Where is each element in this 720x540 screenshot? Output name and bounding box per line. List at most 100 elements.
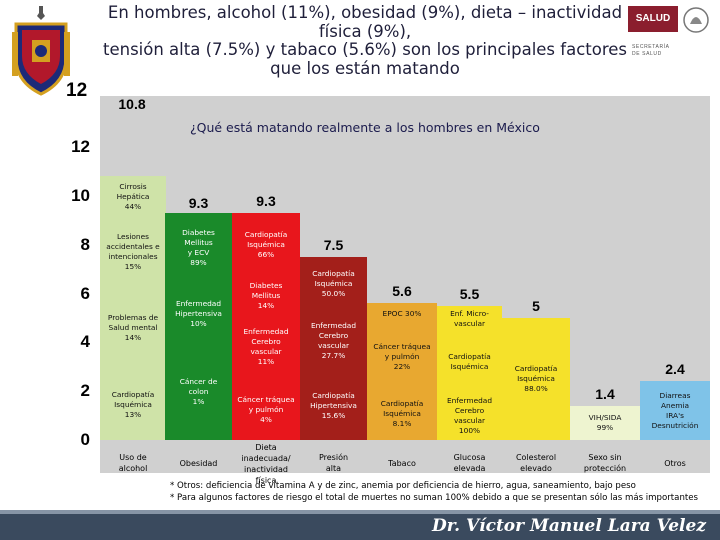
y-tick-label: 8 [80,234,90,254]
bar-segment [100,286,166,370]
bar-segment [232,379,300,440]
segment-label: Diabetes Mellitus y ECV 89% [165,228,232,268]
segment-label-line: 15% [124,262,142,272]
bar-total-label: 7.5 [323,237,344,253]
segment-label-line: 99% [596,422,614,432]
bar-segment [100,369,166,440]
category-label-line: elevado [520,464,552,473]
segment-label-line: Cerebro [454,405,485,415]
segment-label-line: Cáncer de [179,377,218,387]
segment-label-line: Enf. Micro- [450,309,489,319]
segment-label-line: vascular [453,415,486,425]
segment-label-line: Isquémica [114,399,152,409]
bar-total-label: 5.6 [392,283,412,300]
segment-label-line: Hipertensiva [175,309,222,319]
category-label-line: Dieta [255,443,277,452]
bar-segment [437,305,502,333]
segment-label-line: 44% [124,202,142,212]
bar-segment [165,213,232,284]
segment-label-line: 13% [124,409,142,419]
segment-label: Cardiopatía Isquémica 66% [232,230,300,260]
segment-label-line: 89% [190,258,207,268]
salud-logo-label: SALUD [628,6,678,32]
segment-label-line: VIH/SIDA [588,412,622,422]
segment-label-line: 22% [393,362,411,372]
category-label-line: alta [325,464,342,473]
segment-label-line: 8.1% [392,419,412,429]
category-label-line: Uso de [119,453,147,462]
title-line: física (9%), [318,21,412,41]
segment-label-line: vascular [453,319,486,329]
category-label-line: inadecuada/ [241,454,291,463]
segment-label-line: Enfermedad [446,395,493,405]
segment-label-line: 10% [190,319,207,329]
segment-label: Cáncer tráquea y pulmón 4% [232,395,300,425]
footer-stripe [0,510,720,514]
segment-label-line: Cardiopatía [380,399,424,409]
segment-label: Enfermedad Cerebro vascular 11% [232,327,300,367]
segment-label-line: accidentales e [106,242,160,252]
category-label: Uso de alcohol [100,452,166,474]
segment-label-line: colon [188,387,209,397]
segment-label-line: Diabetes [182,228,215,238]
eagle-emblem-icon [683,7,709,33]
segment-label-line: 14% [257,301,275,311]
footnote: * Otros: deficiencia de vitamina A y de … [170,481,636,491]
bar-total-label: 9.3 [256,193,276,210]
segment-label-line: Salud mental [108,322,158,332]
category-label-line: alcohol [118,464,148,473]
slide-title: En hombres, alcohol (11%), obesidad (9%)… [100,3,630,78]
segment-label: Diabetes Mellitus 14% [232,281,300,311]
category-label: Tabaco [367,458,437,469]
bar-segment [367,303,437,326]
bar-segment [300,310,367,372]
bar-segment [437,332,502,392]
segment-label-line: Cerebro [318,331,349,341]
segment-label-line: Cerebro [251,337,281,347]
segment-label-line: 66% [257,249,275,259]
segment-label-line: Isquémica [314,278,353,288]
category-label: Obesidad [165,458,232,469]
segment-label-line: Cardiopatía [312,268,355,278]
bar-total-label: 5.5 [459,285,480,302]
bar-segment [100,217,166,287]
segment-label: Cirrosis Hepática 44% [100,182,166,212]
segment-label: Problemas de Salud mental 14% [100,313,166,343]
bar-segment [232,276,300,316]
salud-logo: SALUD SECRETARÍA DE SALUD [628,6,712,62]
category-label-line: Presión [318,453,349,462]
category-label-line: Sexo sin [588,453,622,462]
segment-label: Diarreas Anemia IRA's Desnutrición [640,391,710,431]
y-tick-label: 12 [71,137,90,157]
segment-label-line: Isquémica [383,409,421,419]
segment-label-line: 1% [192,397,205,407]
segment-label-line: Isquémica [450,361,489,371]
bar-segment [367,325,437,389]
segment-label: Lesiones accidentales e intencionales 15% [100,232,166,272]
salud-logo-subtitle: SECRETARÍA DE SALUD [632,44,670,57]
segment-label-line: 100% [458,425,481,435]
bar-segment [232,315,300,379]
segment-label-line: Enfermedad [175,299,222,309]
bar-segment [165,344,232,440]
segment-label: Enfermedad Hipertensiva 10% [165,299,232,329]
segment-label-line: vascular [250,347,282,357]
segment-label-line: 4% [260,414,272,424]
category-label-line: física [255,476,277,485]
segment-label-line: Cardiopatía [244,229,288,239]
segment-label-line: vascular [317,341,350,351]
segment-label-line: 50.0% [321,288,346,298]
category-label: Otros [640,458,710,469]
bar-segment [640,381,710,440]
segment-label-line: Cardiopatía [448,351,491,361]
segment-label-line: Enfermedad [243,327,289,337]
segment-label-line: Cáncer tráquea [373,342,431,352]
segment-label-line: 11% [257,357,275,367]
segment-label: Cardiopatía Isquémica 88.0% [502,364,570,394]
category-label: Sexo sin protección [570,452,640,474]
segment-label-line: Cardiopatía [111,389,155,399]
segment-label-line: Mellitus [184,238,213,248]
segment-label: Cáncer de colon 1% [165,377,232,407]
segment-label: Cáncer tráquea y pulmón 22% [367,342,437,372]
segment-label-line: 15.6% [321,410,346,420]
